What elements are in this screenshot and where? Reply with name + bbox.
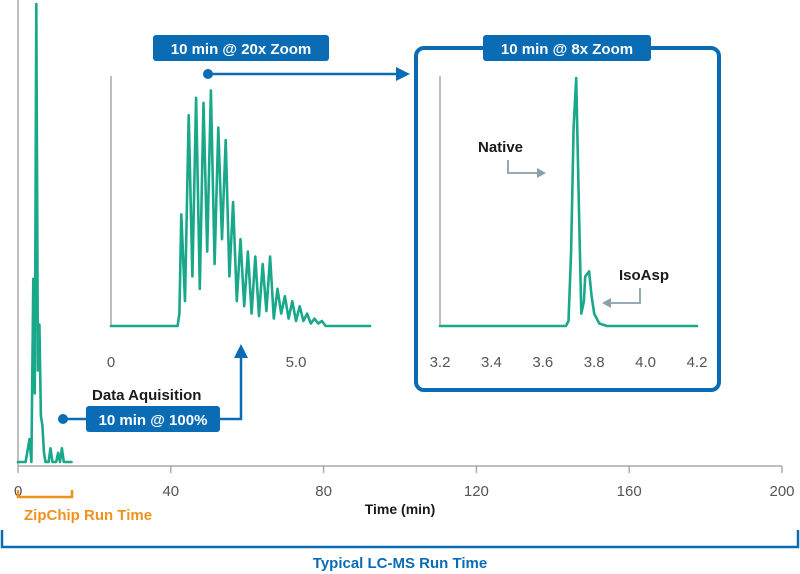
zoom20-arrowhead bbox=[396, 67, 410, 81]
main-x-axis-title: Time (min) bbox=[365, 501, 436, 517]
zoom8-frame bbox=[414, 46, 721, 392]
main-tick-label: 120 bbox=[464, 483, 489, 500]
zoom8-tick-label: 3.8 bbox=[584, 354, 605, 371]
zoom8-tick-label: 3.2 bbox=[430, 354, 451, 371]
zoom20-chart: 0 5.0 10 min @ 20x Zoom bbox=[107, 35, 410, 371]
data-acquisition-badge-label: 10 min @ 100% bbox=[99, 412, 208, 429]
zoom8-tick-label: 3.6 bbox=[532, 354, 553, 371]
data-acquisition-badge bbox=[86, 406, 220, 432]
zoom8-ticks: 3.2 3.4 3.6 3.8 4.0 4.2 bbox=[430, 354, 708, 371]
native-label: Native bbox=[478, 139, 523, 156]
zoom8-tick-label: 3.4 bbox=[481, 354, 502, 371]
main-tick-label: 40 bbox=[162, 483, 179, 500]
zoom20-tick-label: 5.0 bbox=[286, 354, 307, 371]
main-tick-label: 80 bbox=[315, 483, 332, 500]
zoom8-tick-label: 4.0 bbox=[635, 354, 656, 371]
zoom20-series-line bbox=[109, 89, 372, 328]
main-tick-label: 200 bbox=[769, 483, 794, 500]
main-chart: 0 40 80 120 160 200 Time (min) bbox=[14, 0, 795, 517]
zoom8-chart: 3.2 3.4 3.6 3.8 4.0 4.2 10 min @ 8x Zoom Nati… bbox=[414, 35, 721, 392]
callout-arrowhead-up bbox=[234, 344, 248, 358]
callout-elbow bbox=[220, 352, 243, 421]
data-acquisition-title: Data Aquisition bbox=[92, 387, 201, 404]
native-arrow-line bbox=[507, 160, 538, 174]
isoasp-label: IsoAsp bbox=[619, 267, 669, 284]
zoom8-badge bbox=[483, 35, 651, 61]
main-ticks: 0 40 80 120 160 200 bbox=[14, 466, 795, 500]
main-series-line bbox=[16, 2, 73, 464]
zipchip-bracket: ZipChip Run Time bbox=[16, 490, 152, 524]
lcms-label: Typical LC-MS Run Time bbox=[313, 555, 487, 572]
lcms-bracket-line bbox=[0, 530, 800, 549]
zoom20-tick-label: 0 bbox=[107, 354, 115, 371]
zoom8-badge-label: 10 min @ 8x Zoom bbox=[501, 41, 633, 58]
native-arrowhead bbox=[537, 168, 546, 178]
zipchip-label: ZipChip Run Time bbox=[24, 507, 152, 524]
zipchip-bracket-line bbox=[16, 490, 74, 499]
isoasp-arrowhead bbox=[602, 298, 611, 308]
lcms-bracket: Typical LC-MS Run Time bbox=[0, 530, 800, 572]
zoom20-badge-label: 10 min @ 20x Zoom bbox=[171, 41, 312, 58]
zoom8-series-line bbox=[438, 76, 699, 328]
isoasp-arrow-line bbox=[610, 288, 641, 304]
zoom20-badge bbox=[153, 35, 329, 61]
zoom8-tick-label: 4.2 bbox=[687, 354, 708, 371]
main-tick-label: 160 bbox=[617, 483, 642, 500]
data-acquisition-callout: Data Aquisition 10 min @ 100% bbox=[58, 344, 248, 432]
zoom20-ticks: 0 5.0 bbox=[107, 354, 307, 371]
